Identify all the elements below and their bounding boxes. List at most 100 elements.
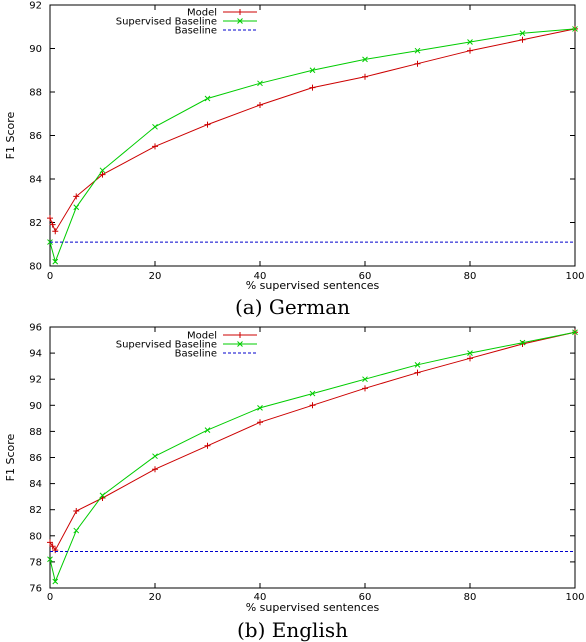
x-tick-label: 20	[149, 592, 162, 603]
data-point-model	[152, 466, 158, 473]
y-tick-label: 84	[29, 175, 42, 186]
y-tick-label: 92	[29, 375, 42, 386]
legend-marker-supervised	[237, 341, 243, 347]
y-tick-label: 94	[29, 349, 42, 360]
data-point-supervised	[152, 453, 158, 460]
data-point-supervised	[257, 80, 263, 87]
data-point-model	[73, 193, 80, 200]
data-point-supervised	[73, 527, 80, 534]
y-tick-label: 88	[29, 88, 42, 99]
y-tick-label: 90	[29, 44, 42, 55]
x-tick-label: 0	[47, 592, 53, 603]
series-line-model	[49, 28, 576, 233]
data-point-model	[47, 539, 53, 546]
series-line-model	[49, 331, 576, 552]
y-tick-label: 76	[29, 584, 42, 595]
chart-caption: (b) English	[237, 618, 348, 642]
data-point-supervised	[572, 26, 578, 32]
data-point-supervised	[152, 123, 158, 130]
y-tick-label: 84	[29, 479, 42, 490]
data-point-supervised	[52, 578, 59, 585]
x-tick-label: 40	[254, 592, 267, 603]
data-point-supervised	[572, 329, 578, 336]
legend-marker-model	[237, 332, 243, 338]
legend-label: Supervised Baseline	[116, 340, 217, 351]
data-point-model	[52, 228, 59, 235]
data-point-supervised	[414, 47, 421, 54]
plot-frame	[49, 326, 576, 589]
y-tick-label: 90	[29, 401, 42, 412]
data-point-supervised	[309, 390, 316, 397]
plot-frame	[49, 4, 576, 267]
data-point-model	[467, 47, 473, 54]
x-tick-label: 0	[47, 271, 53, 282]
x-axis-label: % supervised sentences	[246, 279, 380, 292]
x-axis-label: % supervised sentences	[246, 601, 380, 614]
series-line-supervised	[49, 331, 576, 584]
y-tick-label: 96	[29, 323, 42, 334]
data-point-supervised	[73, 204, 80, 211]
data-point-model	[362, 385, 368, 392]
y-tick-label: 80	[29, 531, 42, 542]
data-point-supervised	[47, 556, 53, 563]
y-tick-label: 86	[29, 131, 42, 142]
data-point-model	[99, 171, 106, 178]
data-point-model	[309, 402, 316, 409]
chart-caption: (a) German	[235, 295, 350, 319]
legend-label: Baseline	[175, 349, 217, 360]
data-point-supervised	[204, 427, 211, 433]
data-point-model	[309, 84, 316, 91]
legend-label: Baseline	[175, 26, 217, 37]
data-point-model	[49, 543, 56, 550]
x-tick-label: 60	[359, 592, 372, 603]
data-point-model	[52, 547, 59, 554]
data-point-model	[49, 221, 56, 228]
x-tick-label: 40	[254, 271, 267, 282]
series-line-supervised	[49, 28, 576, 264]
data-point-model	[467, 355, 473, 362]
chart-english: 76 78 80 82 84 86 88 90 92 94 96 0 20 40 60 80 100 % supe…	[4, 323, 585, 642]
data-point-model	[414, 369, 421, 376]
data-point-supervised	[362, 56, 368, 63]
data-point-model	[47, 215, 53, 222]
data-point-model	[362, 73, 368, 80]
y-tick-label: 80	[29, 262, 42, 273]
data-point-supervised	[204, 95, 211, 102]
data-point-supervised	[467, 350, 473, 356]
x-tick-label: 20	[149, 271, 162, 282]
y-tick-label: 88	[29, 427, 42, 438]
data-point-model	[257, 102, 263, 109]
data-point-model	[204, 442, 211, 449]
x-tick-label: 80	[464, 592, 477, 603]
y-axis-label: F1 Score	[4, 433, 17, 481]
data-point-supervised	[519, 339, 526, 346]
data-point-model	[257, 419, 263, 426]
data-point-model	[204, 121, 211, 128]
y-tick-label: 82	[29, 218, 42, 229]
data-point-supervised	[99, 167, 106, 174]
legend-marker-supervised	[237, 18, 243, 24]
x-tick-label: 100	[565, 271, 584, 282]
chart-german: 80 82 84 86 88 90 92 0 20 40 60 80 100 % supervised s…	[4, 1, 585, 320]
x-tick-label: 80	[464, 271, 477, 282]
y-tick-label: 82	[29, 505, 42, 516]
data-point-model	[519, 36, 526, 43]
data-point-supervised	[414, 361, 421, 368]
y-tick-label: 78	[29, 557, 42, 568]
x-tick-label: 100	[565, 592, 584, 603]
legend-label: Supervised Baseline	[116, 17, 217, 28]
data-point-model	[73, 508, 80, 515]
data-point-model	[152, 143, 158, 150]
y-tick-label: 92	[29, 1, 42, 12]
legend-label: Model	[187, 331, 217, 342]
legend-label: Model	[187, 8, 217, 19]
data-point-supervised	[52, 258, 59, 265]
data-point-supervised	[257, 405, 263, 411]
x-tick-label: 60	[359, 271, 372, 282]
data-point-model	[414, 60, 421, 67]
data-point-supervised	[99, 492, 106, 499]
data-point-supervised	[467, 39, 473, 45]
y-tick-label: 86	[29, 453, 42, 464]
legend-marker-model	[237, 9, 243, 15]
